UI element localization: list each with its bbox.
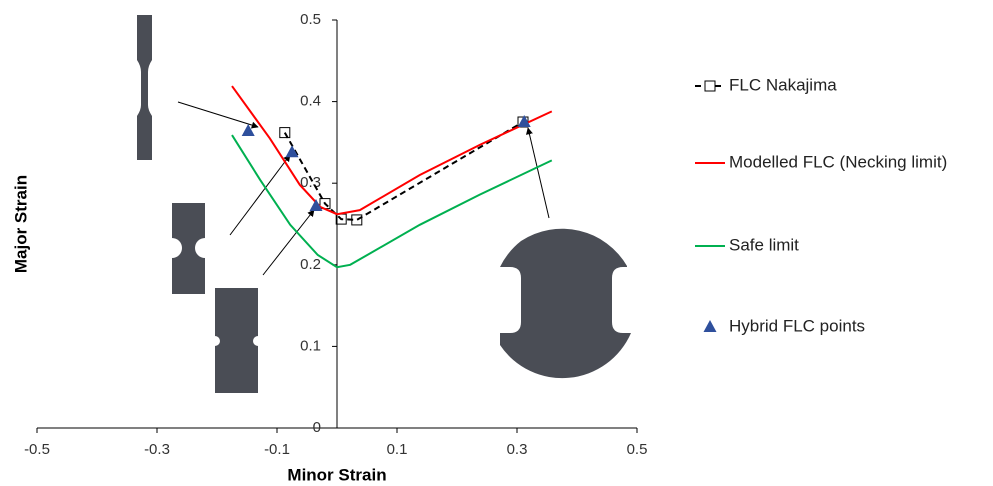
y-tick-label: 0.4 <box>300 93 321 110</box>
series-line <box>231 85 553 216</box>
y-axis-title: Major Strain <box>11 175 30 273</box>
legend-text: Modelled FLC (Necking limit) <box>729 152 947 171</box>
legend-text: Safe limit <box>729 235 799 254</box>
point <box>285 145 299 158</box>
x-tick-label: 0.5 <box>627 441 648 458</box>
point <box>241 123 255 136</box>
y-tick-label: 0 <box>313 419 321 436</box>
x-tick-label: 0.1 <box>387 441 408 458</box>
point <box>309 199 323 212</box>
y-tick-label: 0.1 <box>300 337 321 354</box>
y-tick-label: 0.2 <box>300 256 321 273</box>
legend-text: Hybrid FLC points <box>729 316 865 335</box>
legend-marker <box>704 80 716 92</box>
legend-marker <box>703 320 717 332</box>
x-tick-label: -0.1 <box>264 441 290 458</box>
x-axis-title: Minor Strain <box>287 465 386 484</box>
point <box>517 115 531 127</box>
point <box>279 127 291 139</box>
specimen-shapes <box>137 15 631 393</box>
x-tick-label: 0.3 <box>507 441 528 458</box>
series-line <box>231 134 553 269</box>
point <box>351 214 363 226</box>
legend-text: FLC Nakajima <box>729 75 837 94</box>
series-line <box>283 121 524 221</box>
y-tick-label: 0.5 <box>300 11 321 28</box>
x-tick-label: -0.5 <box>24 441 50 458</box>
x-tick-label: -0.3 <box>144 441 170 458</box>
arrows <box>177 101 550 276</box>
